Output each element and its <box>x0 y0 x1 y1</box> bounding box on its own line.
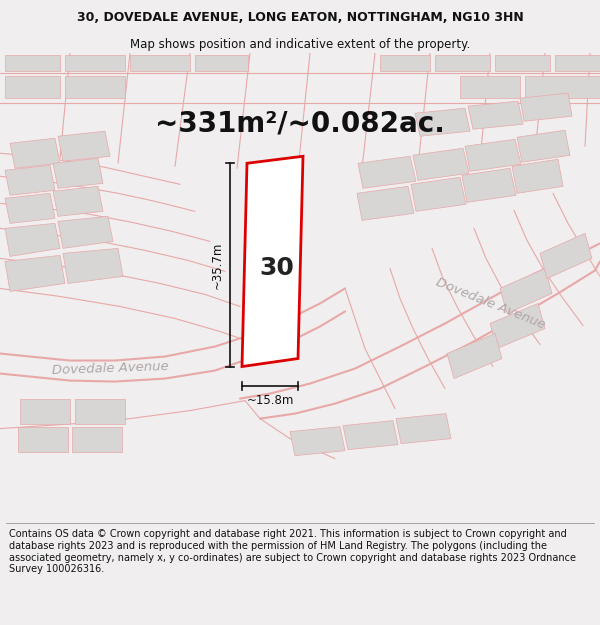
Polygon shape <box>130 55 190 71</box>
Polygon shape <box>555 55 600 71</box>
Polygon shape <box>415 108 470 136</box>
Polygon shape <box>72 427 122 452</box>
Polygon shape <box>413 148 469 180</box>
Text: Dovedale Avenue: Dovedale Avenue <box>52 360 169 377</box>
Polygon shape <box>5 55 60 71</box>
Polygon shape <box>242 156 303 366</box>
Polygon shape <box>195 55 248 71</box>
Polygon shape <box>65 76 125 98</box>
Polygon shape <box>465 139 521 171</box>
Polygon shape <box>75 399 125 424</box>
Polygon shape <box>5 165 55 196</box>
Polygon shape <box>10 138 60 168</box>
Polygon shape <box>357 186 414 221</box>
Polygon shape <box>5 256 65 291</box>
Polygon shape <box>517 130 570 162</box>
Text: ~331m²/~0.082ac.: ~331m²/~0.082ac. <box>155 109 445 138</box>
Polygon shape <box>462 168 516 202</box>
Polygon shape <box>5 223 60 256</box>
Polygon shape <box>396 414 451 444</box>
Polygon shape <box>18 427 68 452</box>
Polygon shape <box>411 177 466 211</box>
Polygon shape <box>447 334 502 379</box>
Polygon shape <box>5 193 55 223</box>
Polygon shape <box>460 76 520 98</box>
Polygon shape <box>435 55 490 71</box>
Polygon shape <box>58 131 110 161</box>
Text: Contains OS data © Crown copyright and database right 2021. This information is : Contains OS data © Crown copyright and d… <box>9 529 576 574</box>
Polygon shape <box>53 186 103 216</box>
Polygon shape <box>5 76 60 98</box>
Polygon shape <box>358 156 416 188</box>
Polygon shape <box>380 55 430 71</box>
Polygon shape <box>343 421 398 449</box>
Polygon shape <box>468 101 523 129</box>
Polygon shape <box>53 158 103 188</box>
Polygon shape <box>58 216 113 248</box>
Polygon shape <box>525 76 600 98</box>
Polygon shape <box>290 427 345 456</box>
Text: ~15.8m: ~15.8m <box>247 394 293 407</box>
Text: Map shows position and indicative extent of the property.: Map shows position and indicative extent… <box>130 38 470 51</box>
Text: Dovedale Avenue: Dovedale Avenue <box>433 276 547 331</box>
Polygon shape <box>520 93 572 121</box>
Polygon shape <box>63 248 123 283</box>
Text: 30, DOVEDALE AVENUE, LONG EATON, NOTTINGHAM, NG10 3HN: 30, DOVEDALE AVENUE, LONG EATON, NOTTING… <box>77 11 523 24</box>
Polygon shape <box>540 233 592 278</box>
Polygon shape <box>512 159 563 193</box>
Polygon shape <box>490 304 545 349</box>
Polygon shape <box>20 399 70 424</box>
Polygon shape <box>65 55 125 71</box>
Polygon shape <box>500 268 552 314</box>
Polygon shape <box>495 55 550 71</box>
Text: 30: 30 <box>260 256 295 281</box>
Text: ~35.7m: ~35.7m <box>211 241 224 289</box>
